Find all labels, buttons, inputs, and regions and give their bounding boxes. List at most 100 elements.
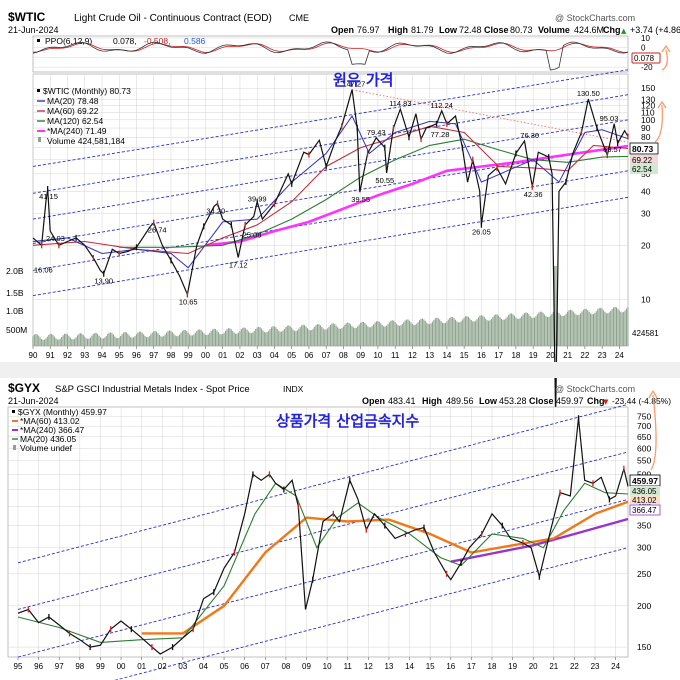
- volume-bar: [519, 318, 521, 346]
- volume-bar: [621, 312, 623, 346]
- volume-bar: [604, 311, 606, 346]
- x-tick-label: 05: [220, 662, 229, 671]
- wtic-point-labels: 41.15 24.03 16.06 13.90 26.74 10.65 34.20 17.12…: [34, 80, 622, 430]
- volume-bar: [216, 330, 218, 346]
- volume-bar: [513, 315, 515, 346]
- volume-bar: [141, 332, 143, 346]
- x-tick-label: 22: [570, 662, 579, 671]
- channel-line: [17, 451, 629, 610]
- point-label: 25.08: [243, 231, 262, 240]
- volume-bar: [457, 322, 459, 346]
- volume-bar: [66, 334, 68, 346]
- volume-bar: [567, 311, 569, 346]
- gyx-header: $GYX S&P GSCI Industrial Metals Index - …: [8, 381, 671, 406]
- volume-bar: [472, 321, 474, 346]
- channel-line: [32, 170, 629, 271]
- y-tick-label: 600: [637, 443, 651, 453]
- volume-bar: [440, 321, 442, 346]
- volume-bar: [87, 338, 89, 346]
- volume-bar: [89, 337, 91, 346]
- y-tick-label: 10: [641, 294, 651, 304]
- y-tick-label: 30: [641, 209, 651, 219]
- x-tick-label: 99: [184, 351, 193, 360]
- volume-bar: [266, 332, 268, 346]
- volume-bar: [316, 324, 319, 346]
- gyx-arrow-icon: [650, 394, 657, 471]
- volume-bar: [299, 326, 301, 346]
- volume-bar: [345, 323, 347, 346]
- volume-bar: [600, 307, 602, 346]
- volume-bar: [618, 310, 620, 346]
- volume-bar: [242, 327, 244, 346]
- volume-bar: [130, 336, 132, 346]
- volume-bar: [436, 317, 438, 346]
- volume-bar: [95, 332, 97, 346]
- gyx-legend-ma240: *MA(240) 366.47: [20, 425, 85, 435]
- volume-bar: [194, 332, 196, 346]
- volume-bar: [278, 330, 280, 346]
- volume-bar: [499, 317, 501, 346]
- volume-bar: [114, 336, 116, 346]
- volume-bar: [92, 333, 94, 346]
- volume-bar: [574, 313, 576, 346]
- point-label: 63.57: [603, 145, 622, 154]
- volume-bar: [111, 333, 113, 346]
- wtic-high-label: High: [388, 25, 408, 35]
- point-label: 10.65: [179, 297, 198, 306]
- ppo-tick-label: -20: [641, 63, 653, 72]
- volume-bar: [38, 335, 40, 346]
- volume-bar: [209, 332, 211, 346]
- volume-bar: [526, 312, 528, 346]
- volume-bar: [588, 311, 590, 346]
- volume-bar: [509, 313, 511, 346]
- volume-bar: [117, 338, 119, 346]
- volume-bar: [84, 336, 86, 346]
- volume-bar: [400, 325, 402, 346]
- volume-bar: [160, 336, 162, 346]
- volume-bar: [546, 317, 549, 346]
- channel-line: [32, 119, 629, 220]
- volume-bar: [383, 326, 385, 346]
- volume-bar: [568, 310, 570, 346]
- volume-bar: [582, 309, 584, 346]
- volume-bar: [322, 328, 324, 346]
- volume-bar: [554, 266, 556, 346]
- volume-bar: [296, 330, 298, 346]
- volume-bar: [223, 332, 225, 346]
- volume-bar: [269, 328, 271, 346]
- volume-bar: [247, 331, 250, 346]
- channel-line: [32, 196, 629, 297]
- volume-bar: [555, 266, 557, 346]
- y-tick-label: 500: [637, 469, 651, 479]
- ppo-line: [32, 41, 629, 71]
- volume-bar: [319, 325, 321, 346]
- volume-bar: [579, 313, 582, 346]
- x-tick-label: 95: [115, 351, 124, 360]
- volume-bar: [480, 315, 482, 346]
- volume-bar: [562, 316, 564, 346]
- volume-bar: [120, 336, 122, 346]
- volume-bar: [344, 324, 346, 346]
- volume-bar: [477, 317, 480, 346]
- ppo-arrow-icon: [661, 49, 668, 71]
- volume-bar: [243, 327, 245, 346]
- volume-bar: [55, 338, 57, 346]
- volume-bar: [417, 321, 419, 346]
- volume-bar: [293, 330, 296, 346]
- volume-bar: [462, 319, 464, 346]
- x-tick-label: 03: [253, 351, 262, 360]
- volume-bar: [236, 333, 238, 346]
- volume-bar: [170, 330, 172, 346]
- ppo-label: PPO(6,12,9): [45, 36, 92, 46]
- wtic-source: @ StockCharts.com: [555, 13, 635, 23]
- volume-bar: [538, 312, 540, 346]
- volume-bar: [75, 337, 77, 346]
- volume-bar: [518, 318, 520, 346]
- x-tick-label: 24: [611, 662, 620, 671]
- volume-bar: [122, 332, 125, 346]
- volume-bar: [107, 334, 109, 346]
- ma240-line: [450, 517, 629, 563]
- volume-bar: [99, 337, 102, 346]
- volume-bar: [163, 336, 165, 346]
- volume-bar: [224, 330, 227, 346]
